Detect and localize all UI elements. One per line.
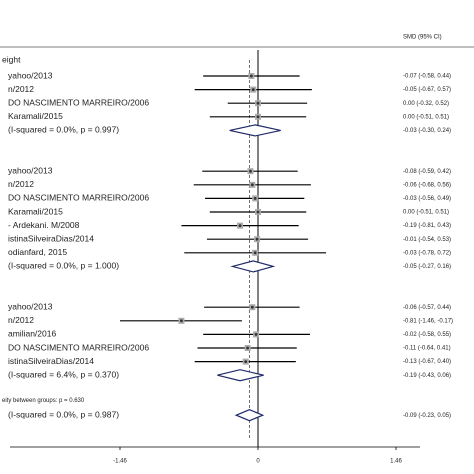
point bbox=[255, 237, 259, 241]
summary-label: (I-squared = 0.0%, p = 0.997) bbox=[8, 125, 119, 135]
value-label: -0.06 (-0.68, 0.56) bbox=[403, 182, 451, 188]
value-label: -0.11 (-0.64, 0.41) bbox=[403, 346, 451, 352]
point bbox=[250, 305, 254, 309]
summary-diamond bbox=[234, 409, 265, 422]
study-label: DO NASCIMENTO MARREIRO/2006 bbox=[8, 193, 149, 203]
summary-label: (I-squared = 0.0%, p = 0.987) bbox=[8, 409, 119, 419]
value-label: -0.06 (-0.57, 0.44) bbox=[403, 305, 451, 311]
point bbox=[256, 210, 260, 214]
point bbox=[251, 88, 255, 91]
value-label: 0.00 (-0.51, 0.51) bbox=[403, 114, 449, 120]
value-label: -0.01 (-0.54, 0.53) bbox=[403, 237, 451, 243]
value-label: 0.00 (-0.32, 0.52) bbox=[403, 101, 449, 107]
summary-label: (I-squared = 6.4%, p = 0.370) bbox=[8, 369, 119, 379]
study-label: yahoo/2013 bbox=[8, 165, 53, 175]
study-label: n/2012 bbox=[8, 179, 34, 189]
value-label: 0.00 (-0.51, 0.51) bbox=[403, 210, 449, 216]
point bbox=[238, 224, 242, 228]
study-label: istinaSilveiraDias/2014 bbox=[8, 356, 94, 366]
point bbox=[244, 360, 248, 363]
value-label: -0.07 (-0.58, 0.44) bbox=[403, 74, 451, 80]
value-label: -0.19 (-0.81, 0.43) bbox=[403, 223, 451, 229]
point bbox=[253, 197, 257, 200]
x-tick-label: 1.46 bbox=[390, 459, 402, 465]
value-label: -0.09 (-0.23, 0.05) bbox=[403, 413, 451, 419]
x-tick-label: -1.46 bbox=[113, 459, 127, 465]
header: SMD (95% CI) bbox=[403, 35, 442, 41]
point bbox=[246, 346, 250, 350]
point bbox=[250, 183, 254, 187]
value-label: -0.19 (-0.43, 0.06) bbox=[403, 373, 451, 379]
point bbox=[249, 74, 253, 78]
point bbox=[180, 319, 183, 323]
study-label: n/2012 bbox=[8, 315, 34, 325]
value-label: -0.81 (-1.46, -0.17) bbox=[403, 318, 453, 324]
study-label: odianfard, 2015 bbox=[8, 247, 67, 257]
summary-diamond bbox=[229, 124, 281, 137]
value-label: -0.05 (-0.67, 0.57) bbox=[403, 87, 451, 93]
study-label: DO NASCIMENTO MARREIRO/2006 bbox=[8, 97, 149, 107]
group-label: eight bbox=[2, 54, 21, 64]
value-label: -0.02 (-0.58, 0.55) bbox=[403, 332, 451, 338]
study-label: amilian/2016 bbox=[8, 329, 56, 339]
summary-diamond bbox=[230, 260, 276, 273]
study-label: n/2012 bbox=[8, 84, 34, 94]
point bbox=[249, 169, 252, 173]
summary-label: (I-squared = 0.0%, p = 1.000) bbox=[8, 261, 119, 271]
heterogeneity: eity between groups: p = 0.630 bbox=[2, 398, 85, 404]
study-label: Karamali/2015 bbox=[8, 111, 63, 121]
value-label: -0.13 (-0.67, 0.40) bbox=[403, 359, 451, 365]
summary-diamond bbox=[217, 369, 264, 382]
value-label: -0.03 (-0.78, 0.72) bbox=[403, 250, 451, 256]
value-label: -0.03 (-0.30, 0.24) bbox=[403, 128, 451, 134]
x-tick-label: 0 bbox=[256, 459, 260, 465]
point bbox=[253, 251, 257, 255]
study-label: istinaSilveiraDias/2014 bbox=[8, 233, 94, 243]
value-label: -0.03 (-0.56, 0.49) bbox=[403, 196, 451, 202]
value-label: -0.08 (-0.59, 0.42) bbox=[403, 169, 451, 175]
point bbox=[254, 333, 258, 336]
study-label: DO NASCIMENTO MARREIRO/2006 bbox=[8, 342, 149, 352]
point bbox=[256, 115, 260, 119]
study-label: Karamali/2015 bbox=[8, 206, 63, 216]
point bbox=[256, 101, 260, 105]
value-label: -0.05 (-0.27, 0.16) bbox=[403, 264, 451, 270]
study-label: yahoo/2013 bbox=[8, 70, 53, 80]
study-label: yahoo/2013 bbox=[8, 301, 53, 311]
study-label: - Ardekani. M/2008 bbox=[8, 220, 80, 230]
